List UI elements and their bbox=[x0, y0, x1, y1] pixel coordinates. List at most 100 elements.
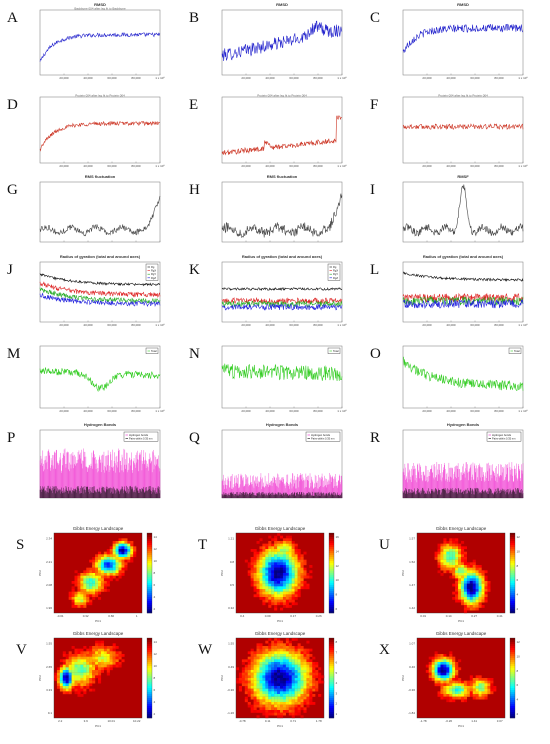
heatmap-cell bbox=[112, 549, 116, 552]
heatmap-cell bbox=[274, 651, 278, 655]
heatmap-cell bbox=[92, 688, 96, 692]
heatmap-cell bbox=[133, 551, 137, 555]
heatmap-cell bbox=[294, 586, 298, 590]
heatmap-cell bbox=[274, 565, 278, 568]
x-tick-label: 3.9 bbox=[84, 719, 89, 723]
heatmap-cell bbox=[83, 581, 87, 584]
colorbar-tick-label: 16 bbox=[336, 535, 340, 539]
heatmap-cell bbox=[124, 557, 128, 560]
heatmap-cell bbox=[77, 691, 81, 695]
y-tick-label: 9.1 bbox=[48, 711, 53, 715]
heatmap-cell bbox=[455, 570, 459, 574]
heatmap-cell bbox=[475, 597, 479, 600]
plot-frame bbox=[39, 96, 161, 164]
heatmap-cell bbox=[306, 656, 310, 660]
heatmap-cell bbox=[71, 659, 75, 663]
heatmap-cell bbox=[259, 581, 263, 584]
heatmap-cell bbox=[98, 672, 102, 676]
heatmap-cell bbox=[277, 559, 281, 563]
heatmap-cell bbox=[106, 570, 110, 574]
heatmap-cell bbox=[478, 597, 482, 600]
heatmap-cell bbox=[282, 605, 287, 608]
heatmap-cell bbox=[312, 702, 316, 705]
heatmap-cell bbox=[268, 680, 272, 684]
heatmap-cell bbox=[268, 694, 272, 697]
heatmap-cell bbox=[95, 662, 99, 665]
heatmap-cell bbox=[277, 570, 281, 574]
heatmap-cell bbox=[437, 654, 441, 657]
heatmap-cell bbox=[115, 559, 119, 563]
heatmap-cell bbox=[452, 567, 456, 571]
colorbar-segment bbox=[147, 611, 152, 614]
series-line bbox=[402, 123, 524, 130]
heatmap-cell bbox=[285, 686, 289, 689]
heatmap-cell bbox=[282, 672, 287, 676]
heatmap-cell bbox=[277, 704, 281, 708]
heatmap-cell bbox=[446, 541, 450, 544]
heatmap-cell bbox=[472, 597, 476, 600]
heatmap-cell bbox=[306, 675, 310, 679]
heatmap-cell bbox=[62, 675, 66, 679]
x-tick-label: 60,000 bbox=[470, 323, 480, 327]
heatmap-cell bbox=[77, 654, 81, 657]
heatmap-cell bbox=[277, 578, 281, 582]
heatmap-cell bbox=[466, 578, 470, 582]
heatmap-cell bbox=[291, 638, 295, 641]
panel-label: U bbox=[379, 537, 390, 553]
heatmap-cell bbox=[463, 594, 468, 598]
heatmap-cell bbox=[106, 549, 110, 552]
heatmap-cell bbox=[288, 551, 292, 555]
heatmap-cell bbox=[291, 672, 295, 676]
heatmap-cell bbox=[472, 591, 476, 595]
heatmap-cell bbox=[259, 646, 263, 649]
heatmap-cell bbox=[259, 551, 263, 555]
heatmap-cell bbox=[253, 683, 257, 687]
chart-title: RMS fluctuation bbox=[267, 174, 298, 179]
heatmap-cell bbox=[452, 557, 456, 560]
heatmap-cell bbox=[259, 567, 263, 571]
heatmap-cell bbox=[294, 691, 298, 695]
heatmap-cell bbox=[100, 578, 105, 582]
heatmap-cell bbox=[466, 575, 470, 579]
heatmap-cell bbox=[458, 549, 462, 552]
heatmap-cell bbox=[463, 591, 468, 595]
heatmap-cell bbox=[118, 654, 122, 657]
heatmap-cell bbox=[285, 562, 289, 566]
heatmap-cell bbox=[262, 586, 266, 590]
heatmap-cell bbox=[109, 551, 113, 555]
heatmap-cell bbox=[475, 691, 479, 695]
heatmap-cell bbox=[265, 573, 269, 576]
heatmap-cell bbox=[449, 683, 453, 687]
heatmap-cell bbox=[115, 573, 119, 576]
heatmap-cell bbox=[89, 648, 93, 652]
heatmap-cell bbox=[306, 664, 310, 668]
heatmap-cell bbox=[250, 704, 254, 708]
colorbar-segment bbox=[329, 573, 334, 576]
colorbar-segment bbox=[510, 650, 515, 653]
heatmap-cell bbox=[318, 678, 322, 681]
colorbar-tick-label: 3 bbox=[336, 691, 338, 695]
heatmap-cell bbox=[484, 586, 488, 590]
heatmap-cell bbox=[458, 565, 462, 568]
colorbar-segment bbox=[510, 591, 515, 594]
heatmap-cell bbox=[98, 667, 102, 671]
heatmap-cell bbox=[100, 670, 105, 673]
heatmap-cell bbox=[466, 602, 470, 606]
heatmap-cell bbox=[475, 573, 479, 576]
colorbar-segment bbox=[147, 658, 152, 661]
heatmap-cell bbox=[253, 670, 257, 673]
heatmap-cell bbox=[291, 696, 295, 700]
heatmap-cell bbox=[277, 581, 281, 584]
colorbar-tick-label: 6 bbox=[336, 607, 338, 611]
heatmap-cell bbox=[56, 675, 61, 679]
colorbar-segment bbox=[510, 575, 515, 578]
legend-entry: RgX bbox=[151, 269, 156, 273]
heatmap-cell bbox=[466, 586, 470, 590]
heatmap-cell bbox=[250, 565, 254, 568]
heatmap-cell bbox=[461, 699, 465, 703]
heatmap-cell bbox=[265, 549, 269, 552]
heatmap-cell bbox=[268, 599, 272, 603]
heatmap-cell bbox=[109, 654, 113, 657]
heatmap-cell bbox=[262, 546, 266, 550]
